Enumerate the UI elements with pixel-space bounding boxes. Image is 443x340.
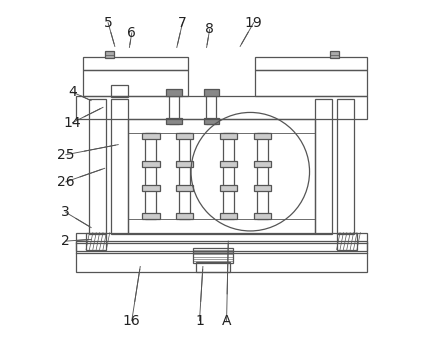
Bar [112, 85, 128, 97]
Bar [89, 99, 106, 234]
Bar [220, 133, 237, 139]
Text: 6: 6 [127, 26, 136, 40]
Text: 8: 8 [205, 22, 214, 36]
Bar [83, 56, 188, 70]
Bar [223, 133, 234, 219]
Bar [176, 161, 194, 167]
Bar [86, 233, 106, 250]
Bar [76, 241, 367, 251]
Bar [315, 99, 331, 234]
Text: 25: 25 [57, 148, 74, 162]
Bar [128, 119, 315, 234]
Text: 19: 19 [245, 16, 263, 30]
Bar [337, 233, 357, 250]
Bar [254, 213, 271, 219]
Text: 7: 7 [178, 16, 187, 30]
Bar [206, 94, 217, 124]
Bar [166, 118, 182, 124]
Bar [257, 133, 268, 219]
Bar [254, 133, 271, 139]
Bar [112, 99, 128, 234]
Text: 3: 3 [62, 205, 70, 219]
Bar [220, 185, 237, 191]
Bar [166, 89, 182, 96]
Bar [83, 70, 188, 96]
Bar [220, 213, 237, 219]
Text: A: A [222, 314, 231, 328]
Bar [142, 213, 159, 219]
Bar [169, 94, 179, 124]
Bar [142, 185, 159, 191]
Bar [203, 89, 219, 96]
Bar [145, 133, 156, 219]
Bar [142, 161, 159, 167]
Bar [142, 133, 159, 139]
Bar [254, 185, 271, 191]
Bar [220, 161, 237, 167]
Bar [255, 56, 367, 70]
Bar [179, 133, 190, 219]
Text: 5: 5 [104, 16, 113, 30]
Text: 14: 14 [64, 116, 82, 130]
Bar [255, 70, 367, 96]
Bar [330, 51, 339, 58]
Bar [193, 248, 233, 263]
Bar [254, 161, 271, 167]
Text: 2: 2 [62, 234, 70, 248]
Bar [337, 99, 354, 234]
Bar [76, 233, 367, 272]
Text: 26: 26 [57, 175, 74, 189]
Text: 16: 16 [123, 314, 140, 328]
Bar [176, 213, 194, 219]
Text: 4: 4 [68, 85, 77, 99]
Bar [196, 262, 230, 272]
Bar [203, 118, 219, 124]
Bar [76, 96, 367, 119]
Bar [105, 51, 114, 58]
Bar [176, 133, 194, 139]
Bar [176, 185, 194, 191]
Text: 1: 1 [195, 314, 204, 328]
